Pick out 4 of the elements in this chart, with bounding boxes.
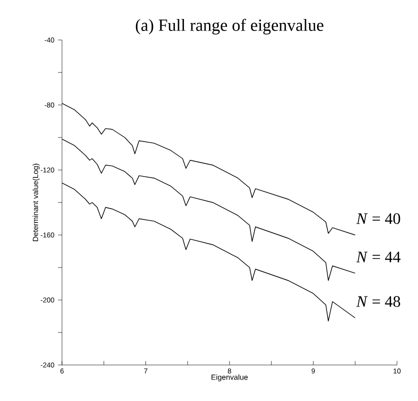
series-label: N = 44 xyxy=(356,252,400,262)
series-label: N = 40 xyxy=(356,213,400,224)
chart-title: (a) Full range of eigenvalue xyxy=(136,18,324,34)
series-label: N = 48 xyxy=(356,296,400,307)
